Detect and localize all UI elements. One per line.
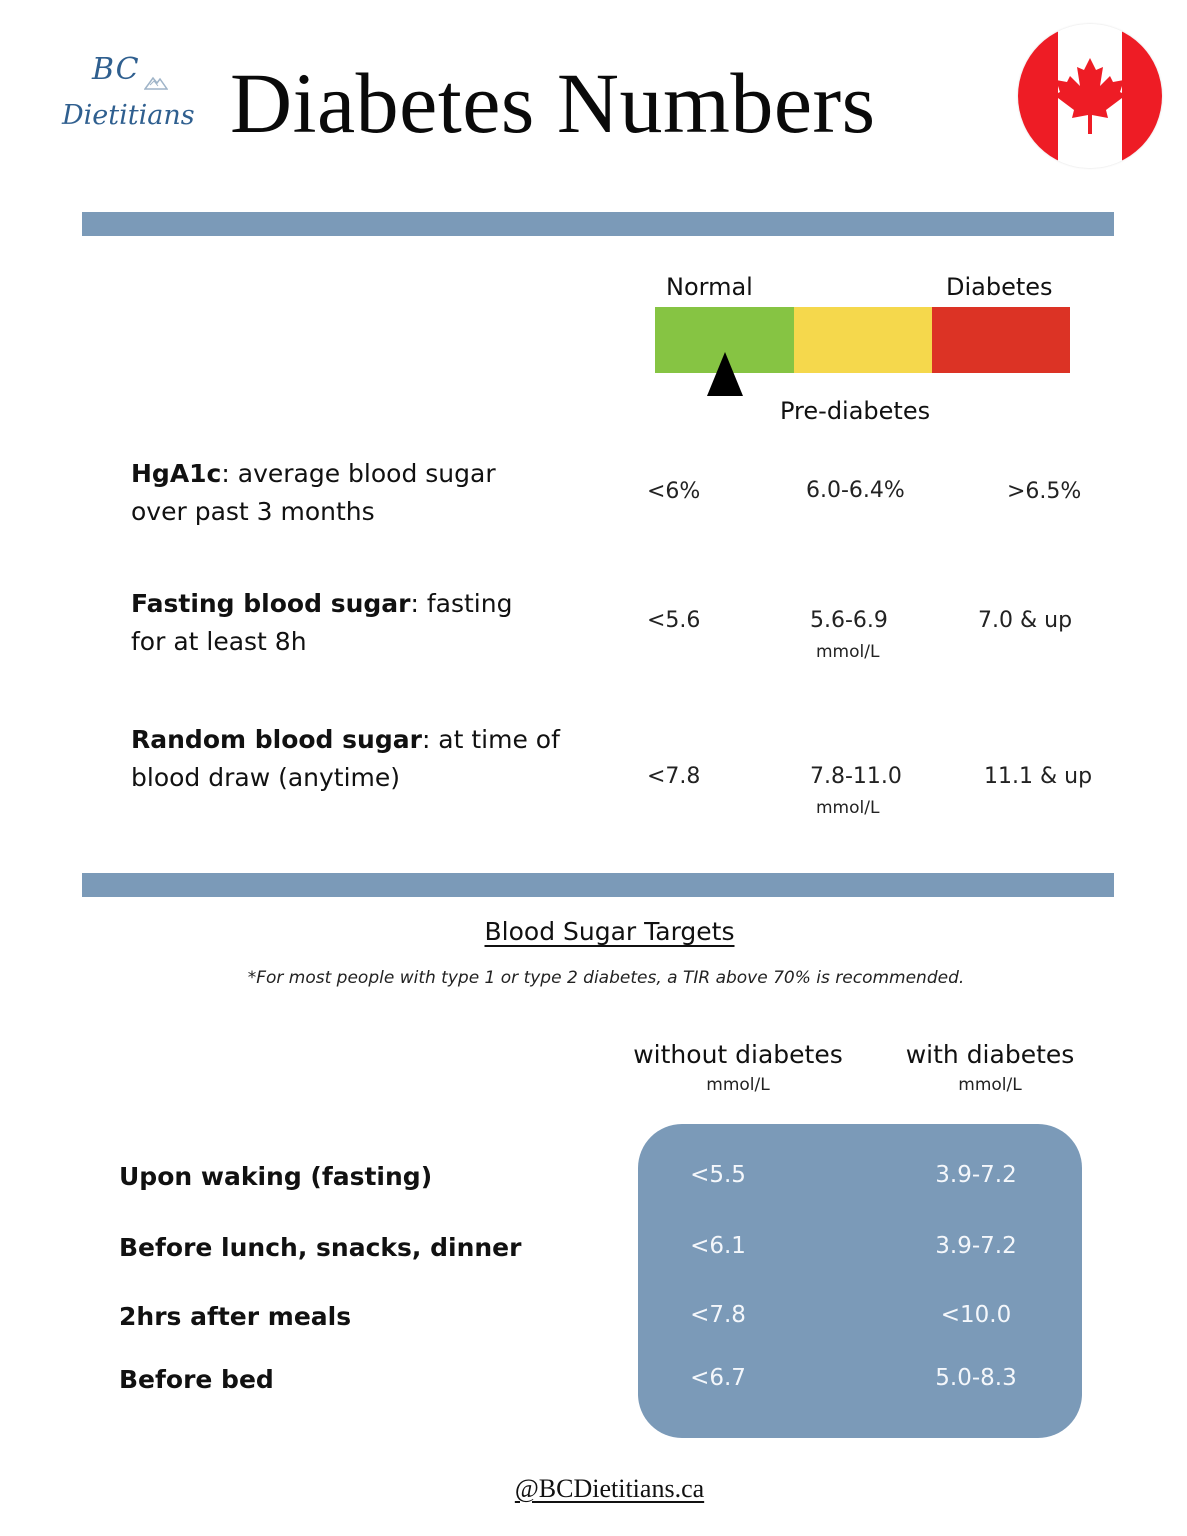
logo-text-bc: BC <box>92 52 140 87</box>
hga1c-diabetes-value: >6.5% <box>1007 479 1082 504</box>
scale-label-diabetes: Diabetes <box>946 273 1053 301</box>
target-with-value: <10.0 <box>940 1302 1012 1328</box>
fasting-normal-value: <5.6 <box>647 608 701 633</box>
fasting-prediabetes-value: 5.6-6.9 <box>810 608 888 633</box>
column-header-without-diabetes: without diabetes <box>633 1040 843 1069</box>
target-with-value: 3.9-7.2 <box>935 1162 1017 1188</box>
target-without-value: <7.8 <box>690 1302 746 1328</box>
metric-desc: over past 3 months <box>131 497 375 526</box>
metric-desc: for at least 8h <box>131 627 307 656</box>
logo-text-dietitians: Dietitians <box>62 100 195 131</box>
section-title: Blood Sugar Targets <box>484 917 735 946</box>
scale-segment-diabetes <box>932 307 1070 373</box>
random-diabetes-value: 11.1 & up <box>984 764 1093 789</box>
target-without-value: <6.1 <box>690 1233 746 1259</box>
scale-label-prediabetes: Pre-diabetes <box>780 397 931 425</box>
metric-desc: blood draw (anytime) <box>131 763 401 792</box>
metric-hga1c-label: HgA1c: average blood sugar over past 3 m… <box>131 455 601 531</box>
footer-handle-link[interactable]: @BCDietitians.ca <box>514 1474 705 1503</box>
random-prediabetes-value: 7.8-11.0 <box>810 764 902 789</box>
target-with-value: 5.0-8.3 <box>935 1365 1017 1391</box>
random-prediabetes-unit: mmol/L <box>816 798 880 818</box>
divider-band-top <box>82 212 1114 236</box>
metric-desc: : at time of <box>421 725 560 754</box>
column-header-with-diabetes: with diabetes <box>905 1040 1075 1069</box>
target-without-value: <6.7 <box>690 1365 746 1391</box>
metric-desc: : average blood sugar <box>221 459 496 488</box>
target-row-label: Upon waking (fasting) <box>119 1162 433 1191</box>
hga1c-prediabetes-value: 6.0-6.4% <box>806 478 905 503</box>
column-unit-without: mmol/L <box>706 1075 770 1095</box>
targets-panel <box>638 1124 1082 1438</box>
scale-segment-prediabetes <box>794 307 932 373</box>
metric-name: HgA1c <box>131 459 222 488</box>
canada-flag-icon <box>1018 24 1162 168</box>
target-row-label: Before lunch, snacks, dinner <box>119 1233 522 1262</box>
target-row-label: Before bed <box>119 1365 274 1394</box>
metric-random-label: Random blood sugar: at time of blood dra… <box>131 721 621 797</box>
metric-desc: : fasting <box>410 589 513 618</box>
page-title: Diabetes Numbers <box>230 55 876 151</box>
metric-name: Random blood sugar <box>131 725 422 754</box>
target-with-value: 3.9-7.2 <box>935 1233 1017 1259</box>
hga1c-normal-value: <6% <box>647 479 701 504</box>
scale-label-normal: Normal <box>666 273 753 301</box>
mountain-icon <box>144 76 168 90</box>
random-normal-value: <7.8 <box>647 764 701 789</box>
divider-band-middle <box>82 873 1114 897</box>
triangle-up-icon <box>707 352 743 396</box>
fasting-diabetes-value: 7.0 & up <box>978 608 1073 633</box>
metric-fasting-label: Fasting blood sugar: fasting for at leas… <box>131 585 601 661</box>
target-row-label: 2hrs after meals <box>119 1302 352 1331</box>
target-without-value: <5.5 <box>690 1162 746 1188</box>
column-unit-with: mmol/L <box>958 1075 1022 1095</box>
fasting-prediabetes-unit: mmol/L <box>816 642 880 662</box>
metric-name: Fasting blood sugar <box>131 589 411 618</box>
section-note: *For most people with type 1 or type 2 d… <box>247 968 965 988</box>
